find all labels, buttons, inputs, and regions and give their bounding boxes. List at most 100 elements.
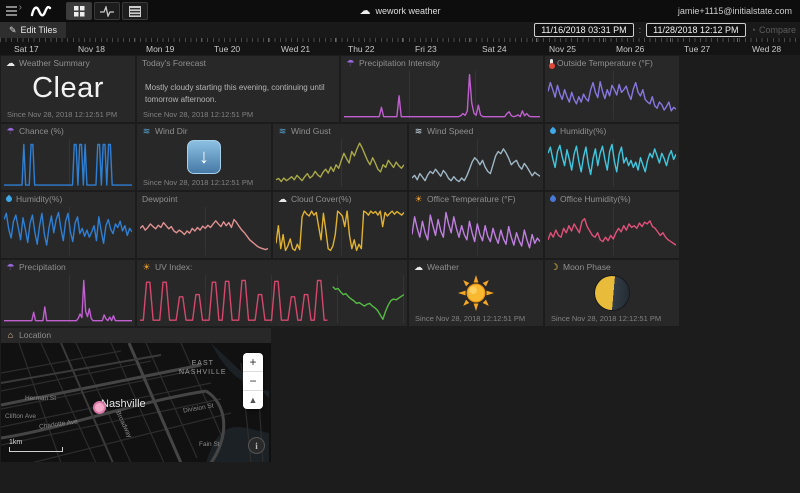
tile-label: Chance (%) xyxy=(19,126,64,136)
tile-wind-gust: ≋ Wind Gust xyxy=(273,124,407,190)
tile-label: Location xyxy=(19,330,52,340)
umbrella-icon: ☂ xyxy=(346,57,355,68)
tile-label: Cloud Cover(%) xyxy=(291,194,352,204)
street-label: Clifton Ave xyxy=(5,413,36,420)
cloud-icon: ☁ xyxy=(414,261,423,272)
thermometer-icon xyxy=(548,58,555,69)
home-icon: ⌂ xyxy=(7,329,14,340)
tile-uv-index: ☀ UV Index: xyxy=(137,260,407,326)
uv-index-chart xyxy=(140,275,404,323)
tile-label: Office Humidity(%) xyxy=(560,194,631,204)
forecast-text: Mostly cloudy starting this evening, con… xyxy=(145,83,325,104)
timeline-date: Thu 22 xyxy=(348,44,375,54)
compare-clock-icon: ◔ xyxy=(750,25,756,35)
tile-location: ⌂ Location xyxy=(1,328,271,462)
tile-wind-dir: ≋ Wind Dir ↓ Since Nov 28, 2018 12:12:51… xyxy=(137,124,271,190)
tile-office-humidity: Office Humidity(%) xyxy=(545,192,679,258)
tile-weather: ☁ Weather Since Nov 28, 2018 12:12:51 PM xyxy=(409,260,543,326)
menu-icon[interactable] xyxy=(6,2,22,16)
zoom-out-button[interactable]: − xyxy=(243,372,263,391)
map-zoom-controls: + − ▲ xyxy=(243,353,263,409)
tile-label: UV Index: xyxy=(155,262,193,272)
office-humidity-chart xyxy=(548,207,676,255)
tile-humidity-outdoor: Humidity(%) xyxy=(545,124,679,190)
date-separator: : xyxy=(638,25,642,35)
droplets-icon xyxy=(548,194,558,204)
end-date-input[interactable]: 11/28/2018 12:12 PM xyxy=(646,23,746,37)
initialstate-logo[interactable] xyxy=(30,4,52,18)
compare-button[interactable]: ◔ Compare xyxy=(751,25,796,35)
precipitation-chart xyxy=(4,275,132,323)
map-canvas[interactable]: Nashville EAST NASHVILLE Herman St Clift… xyxy=(1,343,271,462)
tile-label: Precipitation Intensity xyxy=(359,58,440,68)
wind-icon: ≋ xyxy=(414,125,423,136)
tiles-view-button[interactable] xyxy=(66,2,92,20)
chance-chart xyxy=(4,139,132,187)
droplet-icon xyxy=(548,126,558,136)
tile-outside-temperature: Outside Temperature (°F) xyxy=(545,56,679,122)
cloud-icon: ☁ xyxy=(359,4,371,17)
wind-icon: ≋ xyxy=(142,125,151,136)
tile-humidity-second: Humidity(%) xyxy=(1,192,135,258)
sun-emoji xyxy=(457,274,495,312)
tile-label: Wind Gust xyxy=(291,126,331,136)
user-email[interactable]: jamie+1115@initialstate.com xyxy=(677,6,792,16)
edit-tiles-label: Edit Tiles xyxy=(20,25,58,35)
tile-weather-summary: ☁ Weather Summary Clear Since Nov 28, 20… xyxy=(1,56,135,122)
tile-label: Office Temperature (°F) xyxy=(427,194,516,204)
compare-label: Compare xyxy=(758,25,796,35)
edit-tiles-button[interactable]: ✎ Edit Tiles xyxy=(0,22,67,38)
timeline-date: Mon 26 xyxy=(616,44,645,54)
table-icon xyxy=(129,5,141,17)
droplet-icon xyxy=(4,194,14,204)
precipitation-intensity-chart xyxy=(344,71,540,119)
tile-label: Weather Summary xyxy=(19,58,90,68)
attribution-icon[interactable]: i xyxy=(248,437,265,454)
tile-wind-speed: ≋ Wind Speed xyxy=(409,124,543,190)
tile-cloud-cover: ☁ Cloud Cover(%) xyxy=(273,192,407,258)
river-shape xyxy=(206,343,269,462)
tile-moon-phase: ☽ Moon Phase Since Nov 28, 2018 12:12:51… xyxy=(545,260,679,326)
dewpoint-chart xyxy=(140,207,268,255)
tile-label: Humidity(%) xyxy=(560,126,607,136)
table-view-button[interactable] xyxy=(122,2,148,20)
date-range: 11/16/2018 03:31 PM : 11/28/2018 12:12 P… xyxy=(534,23,796,37)
tile-office-temperature: ☀ Office Temperature (°F) xyxy=(409,192,543,258)
tile-precipitation-intensity: ☂ Precipitation Intensity xyxy=(341,56,543,122)
map-roads xyxy=(1,343,269,462)
compass-button[interactable]: ▲ xyxy=(248,395,258,405)
down-arrow-emoji: ↓ xyxy=(187,140,221,174)
cloud-icon: ☁ xyxy=(278,193,287,204)
tile-precipitation: ☂ Precipitation xyxy=(1,260,135,326)
tile-label: Dewpoint xyxy=(142,194,178,204)
street-label: Fain St xyxy=(199,441,220,448)
tile-label: Moon Phase xyxy=(563,262,611,272)
tile-label: Wind Dir xyxy=(155,126,188,136)
since-timestamp: Since Nov 28, 2018 12:12:51 PM xyxy=(415,314,526,323)
tiles-grid-icon xyxy=(73,5,84,16)
timeline-date: Mon 19 xyxy=(146,44,175,54)
humidity-chart xyxy=(548,139,676,187)
toolbar: ✎ Edit Tiles 11/16/2018 03:31 PM : 11/28… xyxy=(0,22,800,38)
timeline-date: Wed 21 xyxy=(281,44,311,54)
start-date-input[interactable]: 11/16/2018 03:31 PM xyxy=(534,23,634,37)
area-line1: EAST xyxy=(191,360,214,367)
timeline-scrubber[interactable]: Sat 17 Nov 18 Mon 19 Tue 20 Wed 21 Thu 2… xyxy=(0,38,800,55)
waves-view-button[interactable] xyxy=(94,2,120,20)
umbrella-icon: ☂ xyxy=(6,125,15,136)
squiggle-icon xyxy=(30,5,52,17)
view-switcher xyxy=(66,2,148,20)
timeline-ticks xyxy=(0,38,800,42)
city-label: Nashville xyxy=(101,398,146,410)
pulse-icon xyxy=(100,5,114,17)
office-temperature-chart xyxy=(412,207,540,255)
cloud-cover-chart xyxy=(276,207,404,255)
tile-chance: ☂ Chance (%) xyxy=(1,124,135,190)
tile-todays-forecast: Today's Forecast Mostly cloudy starting … xyxy=(137,56,339,122)
timeline-date: Nov 25 xyxy=(549,44,576,54)
scale-bar xyxy=(9,447,63,452)
scale-label: 1km xyxy=(9,439,23,446)
zoom-in-button[interactable]: + xyxy=(243,353,263,372)
timeline-date: Nov 18 xyxy=(78,44,105,54)
tile-dewpoint: Dewpoint xyxy=(137,192,271,258)
